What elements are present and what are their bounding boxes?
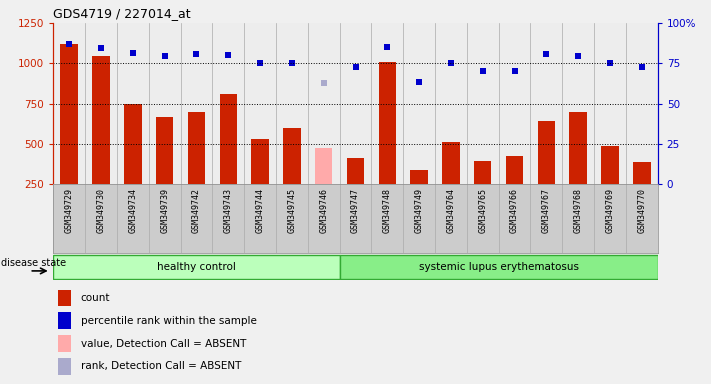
Text: GSM349734: GSM349734 [129, 188, 137, 233]
Bar [92, 56, 109, 184]
Bar [570, 112, 587, 184]
Point [95, 45, 107, 51]
Text: GSM349747: GSM349747 [351, 188, 360, 233]
Bar [251, 139, 269, 184]
Bar [435, 23, 467, 184]
Bar [124, 104, 141, 184]
Bar [594, 23, 626, 184]
Bar [213, 23, 244, 184]
Bar [53, 23, 85, 184]
Bar [58, 313, 71, 329]
Bar [538, 121, 555, 184]
Text: GSM349765: GSM349765 [479, 188, 487, 233]
Text: percentile rank within the sample: percentile rank within the sample [80, 316, 257, 326]
Point [382, 44, 393, 50]
Point [191, 51, 202, 57]
Bar [58, 358, 71, 375]
Text: healthy control: healthy control [157, 262, 236, 272]
Bar [410, 170, 428, 184]
Bar [403, 23, 435, 184]
Point [445, 60, 456, 66]
Bar [474, 161, 491, 184]
Text: GSM349744: GSM349744 [255, 188, 264, 233]
Bar [340, 255, 658, 279]
Bar [60, 44, 78, 184]
Text: GSM349764: GSM349764 [447, 188, 456, 233]
Bar [378, 62, 396, 184]
Bar [53, 255, 340, 279]
Bar [498, 23, 530, 184]
Text: systemic lupus erythematosus: systemic lupus erythematosus [419, 262, 579, 272]
Point [636, 64, 648, 71]
Point [63, 41, 75, 47]
Bar [442, 142, 460, 184]
Text: disease state: disease state [1, 258, 67, 268]
Text: GSM349767: GSM349767 [542, 188, 551, 233]
Bar [58, 290, 71, 306]
Text: GSM349770: GSM349770 [637, 188, 646, 233]
Bar [506, 156, 523, 184]
Bar [188, 112, 205, 184]
Text: GSM349749: GSM349749 [415, 188, 424, 233]
Bar [181, 23, 213, 184]
Bar [244, 23, 276, 184]
Bar [85, 23, 117, 184]
Point [318, 79, 329, 86]
Text: value, Detection Call = ABSENT: value, Detection Call = ABSENT [80, 339, 246, 349]
Bar [530, 23, 562, 184]
Text: GSM349729: GSM349729 [65, 188, 74, 233]
Text: GSM349748: GSM349748 [383, 188, 392, 233]
Point [223, 52, 234, 58]
Text: GSM349742: GSM349742 [192, 188, 201, 233]
Bar [149, 23, 181, 184]
Text: count: count [80, 293, 110, 303]
Bar [626, 23, 658, 184]
Text: GSM349769: GSM349769 [606, 188, 614, 233]
Point [604, 60, 616, 66]
Text: GDS4719 / 227014_at: GDS4719 / 227014_at [53, 7, 191, 20]
Bar [156, 118, 173, 184]
Bar [283, 128, 301, 184]
Point [255, 60, 266, 66]
Text: GSM349730: GSM349730 [97, 188, 105, 233]
Bar [58, 335, 71, 352]
Bar [308, 23, 340, 184]
Point [350, 64, 361, 71]
Text: GSM349746: GSM349746 [319, 188, 328, 233]
Bar [315, 148, 333, 184]
Bar [340, 23, 371, 184]
Text: GSM349743: GSM349743 [224, 188, 232, 233]
Bar [467, 23, 498, 184]
Point [127, 50, 139, 56]
Bar [633, 162, 651, 184]
Point [287, 60, 298, 66]
Bar [602, 146, 619, 184]
Bar [562, 23, 594, 184]
Text: GSM349766: GSM349766 [510, 188, 519, 233]
Point [509, 68, 520, 74]
Text: GSM349745: GSM349745 [287, 188, 296, 233]
Point [540, 51, 552, 58]
Bar [276, 23, 308, 184]
Point [572, 53, 584, 59]
Point [159, 53, 171, 59]
Bar [347, 158, 364, 184]
Bar [117, 23, 149, 184]
Point [477, 68, 488, 74]
Bar [371, 23, 403, 184]
Point [413, 79, 424, 85]
Text: rank, Detection Call = ABSENT: rank, Detection Call = ABSENT [80, 361, 241, 371]
Text: GSM349768: GSM349768 [574, 188, 582, 233]
Bar [220, 94, 237, 184]
Text: GSM349739: GSM349739 [160, 188, 169, 233]
